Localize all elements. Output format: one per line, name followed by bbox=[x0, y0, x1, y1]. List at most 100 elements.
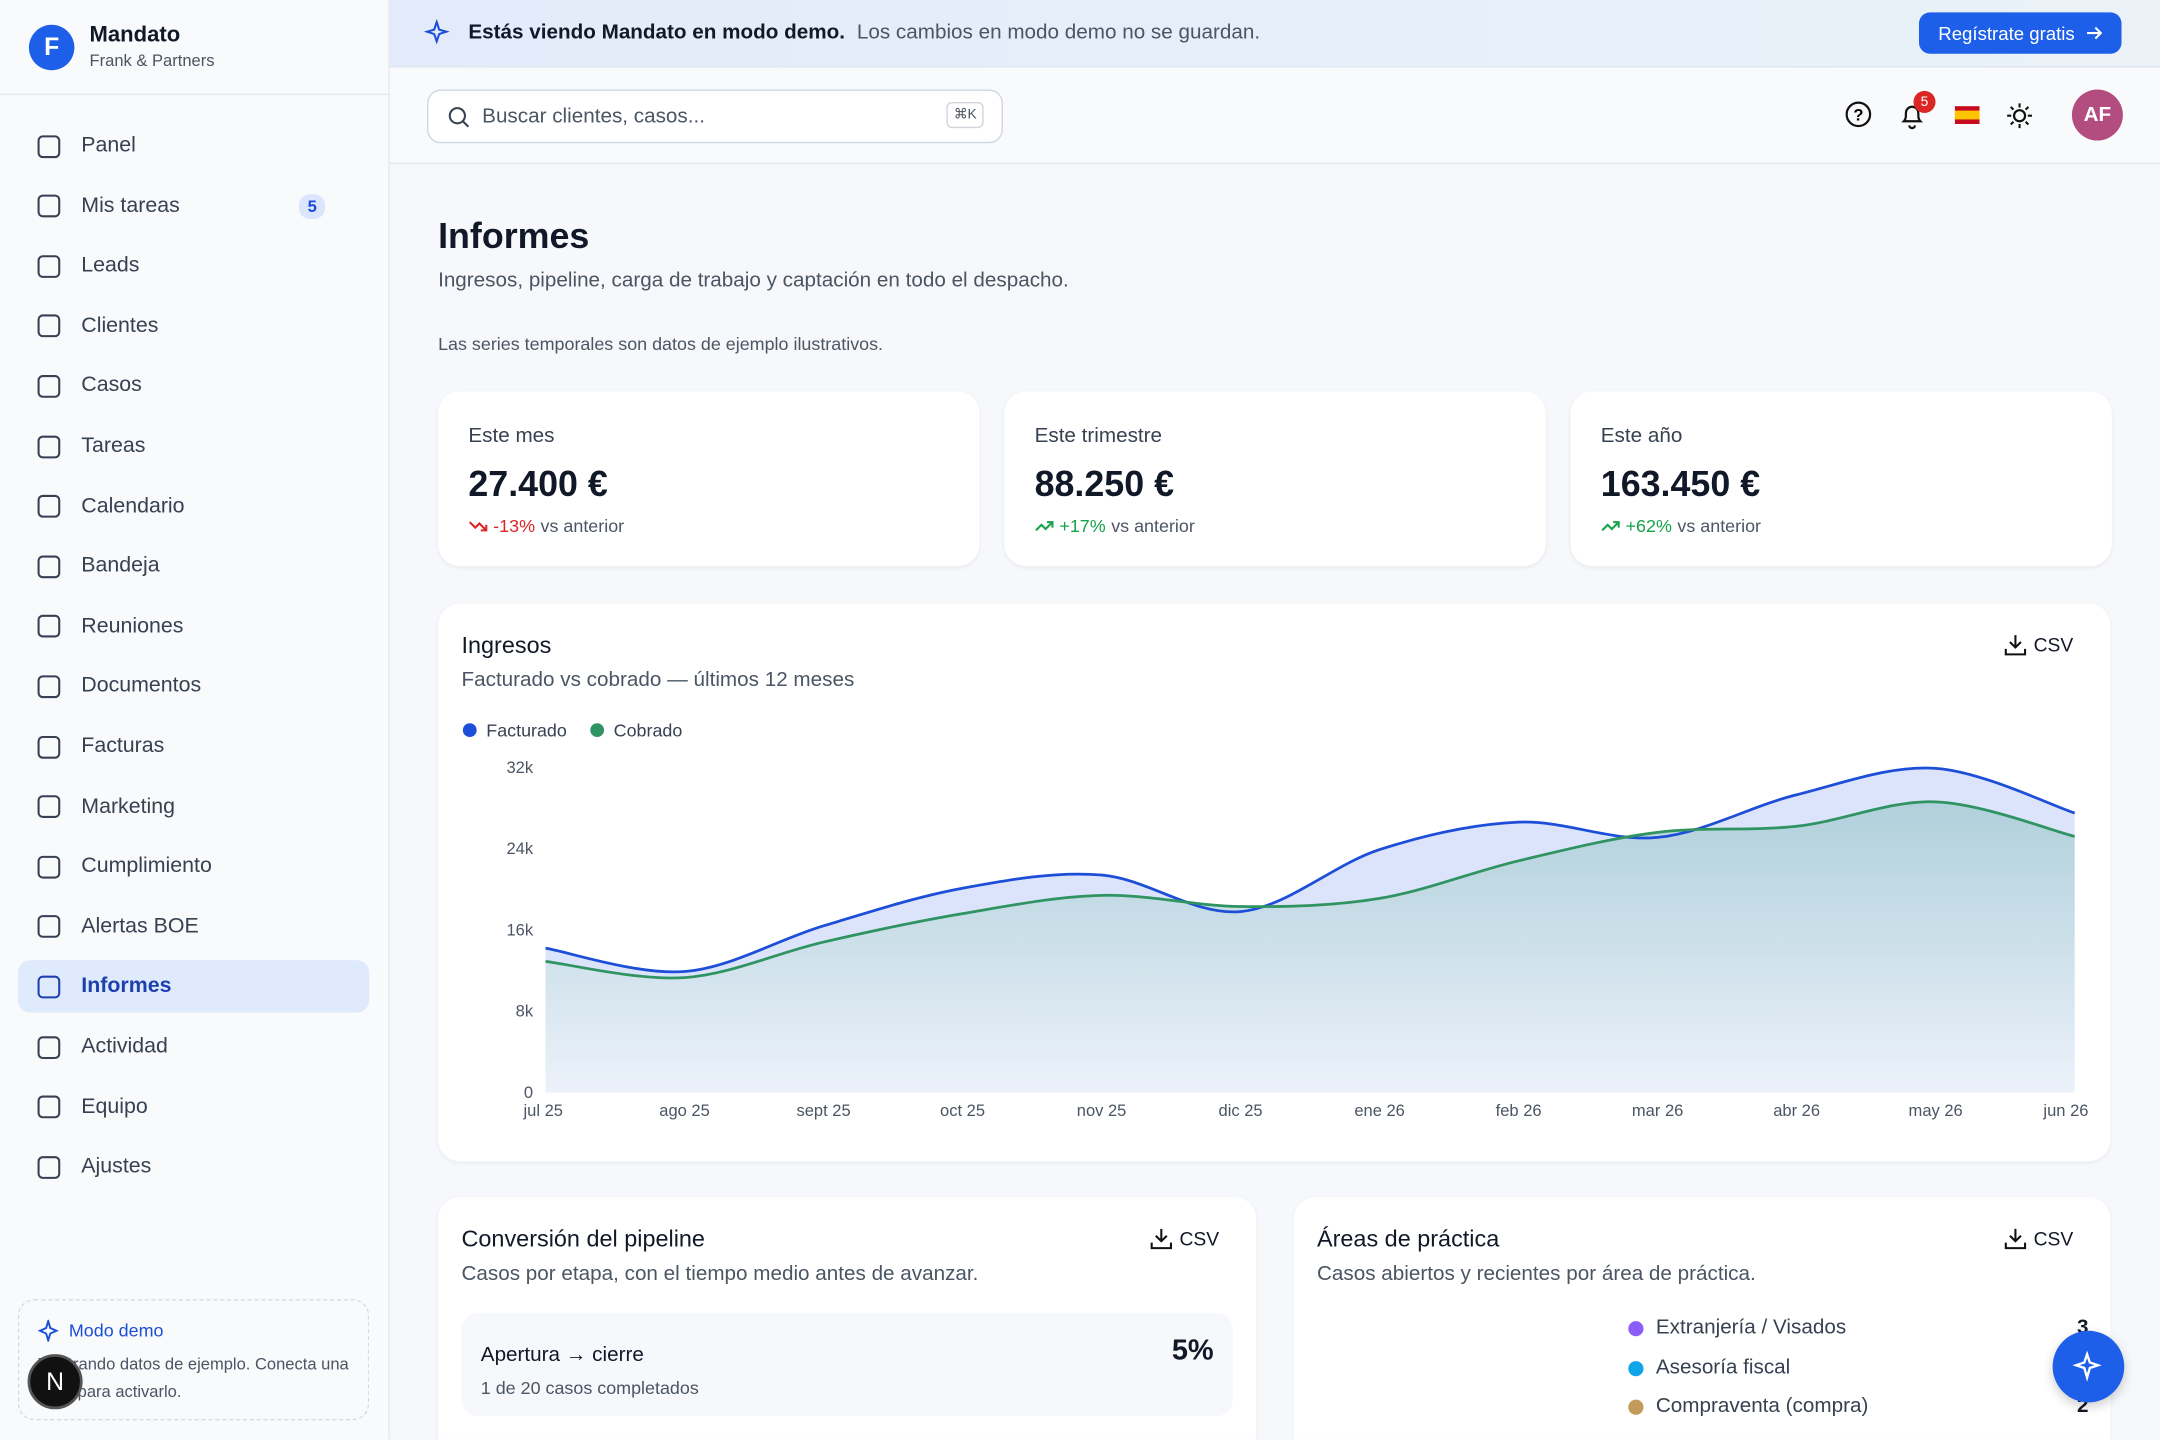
x-tick-label: sept 25 bbox=[796, 1101, 850, 1120]
flag-es[interactable] bbox=[1954, 106, 1980, 124]
legend-label: Facturado bbox=[486, 720, 567, 740]
csv-label: CSV bbox=[2033, 633, 2074, 656]
chart-subtitle: Facturado vs cobrado — últimos 12 meses bbox=[461, 668, 855, 692]
csv-button[interactable]: CSV bbox=[2005, 1227, 2074, 1250]
nav-icon bbox=[37, 915, 61, 939]
nav-icon bbox=[37, 134, 61, 158]
area-name: Extranjería / Visados bbox=[1655, 1315, 1847, 1340]
nav-label: Clientes bbox=[81, 313, 159, 338]
y-tick-label: 8k bbox=[516, 1002, 534, 1021]
revenue-card: Ingresos Facturado vs cobrado — últimos … bbox=[438, 603, 2111, 1162]
nav-item[interactable]: Cumplimiento bbox=[18, 841, 369, 893]
search-box[interactable]: Buscar clientes, casos... ⌘K bbox=[427, 89, 1003, 144]
nav-item[interactable]: Panel bbox=[18, 120, 369, 172]
pipeline-subtitle: Casos por etapa, con el tiempo medio ant… bbox=[461, 1261, 979, 1286]
nav-item[interactable]: Leads bbox=[18, 240, 369, 292]
y-tick-label: 16k bbox=[506, 920, 533, 939]
nav-item[interactable]: Tareas bbox=[18, 420, 369, 472]
csv-button[interactable]: CSV bbox=[2005, 633, 2074, 656]
kpi-change: +17% vs anterior bbox=[1035, 515, 1195, 536]
nav-icon bbox=[37, 1155, 61, 1179]
nav-item[interactable]: Actividad bbox=[18, 1021, 369, 1073]
brand-logo: F bbox=[28, 24, 75, 71]
y-tick-label: 32k bbox=[506, 758, 533, 777]
kpi-label: Este año bbox=[1600, 424, 1683, 448]
search-icon bbox=[448, 107, 470, 128]
nav-label: Marketing bbox=[81, 794, 176, 818]
nav-item[interactable]: Reuniones bbox=[18, 600, 369, 652]
nav-icon bbox=[37, 975, 61, 999]
signup-label: Regístrate gratis bbox=[1938, 22, 2075, 44]
nav-item[interactable]: Clientes bbox=[18, 300, 369, 352]
bell-icon[interactable] bbox=[1898, 101, 1928, 131]
areas-title: Áreas de práctica bbox=[1316, 1226, 1500, 1253]
stage-detail: 1 de 20 casos completados bbox=[480, 1377, 699, 1399]
pipeline-row: Apertura → cierre 5% 1 de 20 casos compl… bbox=[461, 1312, 1233, 1417]
area-dot bbox=[1628, 1321, 1644, 1337]
nav-label: Reuniones bbox=[81, 614, 184, 638]
nav-item[interactable]: Bandeja bbox=[18, 540, 369, 592]
kpi-delta: +62% bbox=[1625, 515, 1672, 536]
kpi-delta: +17% bbox=[1059, 515, 1106, 536]
dev-badge[interactable]: N bbox=[27, 1354, 83, 1410]
trend-up-icon bbox=[1601, 520, 1620, 531]
sidebar: F Mandato Frank & Partners Panel Mis tare… bbox=[0, 0, 390, 1440]
nav-icon bbox=[37, 194, 61, 218]
nav-label: Panel bbox=[81, 133, 136, 158]
nav-label: Ajustes bbox=[81, 1154, 152, 1179]
arrow-icon bbox=[2087, 26, 2103, 40]
nav-item[interactable]: Facturas bbox=[18, 720, 369, 772]
nav-item[interactable]: Ajustes bbox=[18, 1141, 369, 1193]
nav-icon bbox=[37, 374, 61, 398]
avatar[interactable]: AF bbox=[2071, 89, 2123, 141]
nav-item[interactable]: Marketing bbox=[18, 781, 369, 833]
stage-rate: 5% bbox=[1171, 1334, 1214, 1367]
signup-button[interactable]: Regístrate gratis bbox=[1918, 12, 2122, 54]
nav-item[interactable]: Casos bbox=[18, 360, 369, 412]
x-tick-label: dic 25 bbox=[1219, 1101, 1263, 1120]
notification-count: 5 bbox=[1913, 90, 1936, 113]
page-title: Informes bbox=[438, 214, 590, 257]
series-line bbox=[545, 766, 2076, 974]
nav-label: Bandeja bbox=[81, 554, 160, 578]
legend-swatch bbox=[590, 723, 605, 738]
chart: 0 8k 16k 24k 32k jul 25 ago 25 sept 25 oct 25 nov… bbox=[462, 720, 2088, 1120]
kpi-change: -13% vs anterior bbox=[468, 515, 624, 536]
nav-item[interactable]: Equipo bbox=[18, 1081, 369, 1133]
assistant-button[interactable] bbox=[2052, 1330, 2125, 1403]
nav-item[interactable]: Calendario bbox=[18, 480, 369, 532]
y-tick-label: 24k bbox=[506, 839, 533, 858]
csv-button[interactable]: CSV bbox=[1150, 1227, 1220, 1250]
theme-icon[interactable] bbox=[2006, 102, 2034, 130]
demo-box: Modo demo Mostrando datos de ejemplo. Co… bbox=[17, 1299, 370, 1421]
csv-label: CSV bbox=[1179, 1227, 1220, 1250]
nav-item[interactable]: Informes bbox=[17, 960, 370, 1014]
kpi-card: Este año 163.450 € +62% vs anterior bbox=[1570, 391, 2112, 567]
trend-up-icon bbox=[1035, 520, 1054, 531]
x-tick-label: may 26 bbox=[1909, 1101, 1963, 1120]
area-name: Compraventa (compra) bbox=[1655, 1394, 1869, 1418]
legend-swatch bbox=[462, 723, 477, 738]
nav-icon bbox=[37, 555, 61, 578]
nav-icon bbox=[37, 1095, 61, 1119]
chart-title: Ingresos bbox=[461, 632, 552, 659]
help-icon[interactable]: ? bbox=[1845, 101, 1873, 129]
nav-label: Tareas bbox=[81, 433, 146, 458]
nav-label: Documentos bbox=[81, 674, 202, 698]
stage-label: Apertura → cierre bbox=[480, 1343, 644, 1367]
nav-icon bbox=[37, 855, 61, 879]
nav-label: Alertas BOE bbox=[81, 914, 199, 938]
nav-label: Equipo bbox=[81, 1094, 148, 1119]
nav-item[interactable]: Mis tareas 5 bbox=[18, 180, 369, 232]
nav-label: Actividad bbox=[81, 1034, 168, 1058]
nav-icon bbox=[37, 1035, 61, 1059]
divider bbox=[0, 93, 389, 96]
pipeline-title: Conversión del pipeline bbox=[461, 1226, 705, 1253]
kpi-card: Este trimestre 88.250 € +17% vs anterior bbox=[1004, 391, 1546, 567]
svg-text:?: ? bbox=[1853, 106, 1863, 125]
nav-item[interactable]: Documentos bbox=[18, 660, 369, 712]
nav-label: Cumplimiento bbox=[81, 854, 212, 878]
nav-item[interactable]: Alertas BOE bbox=[18, 901, 369, 953]
csv-label: CSV bbox=[2033, 1227, 2074, 1250]
